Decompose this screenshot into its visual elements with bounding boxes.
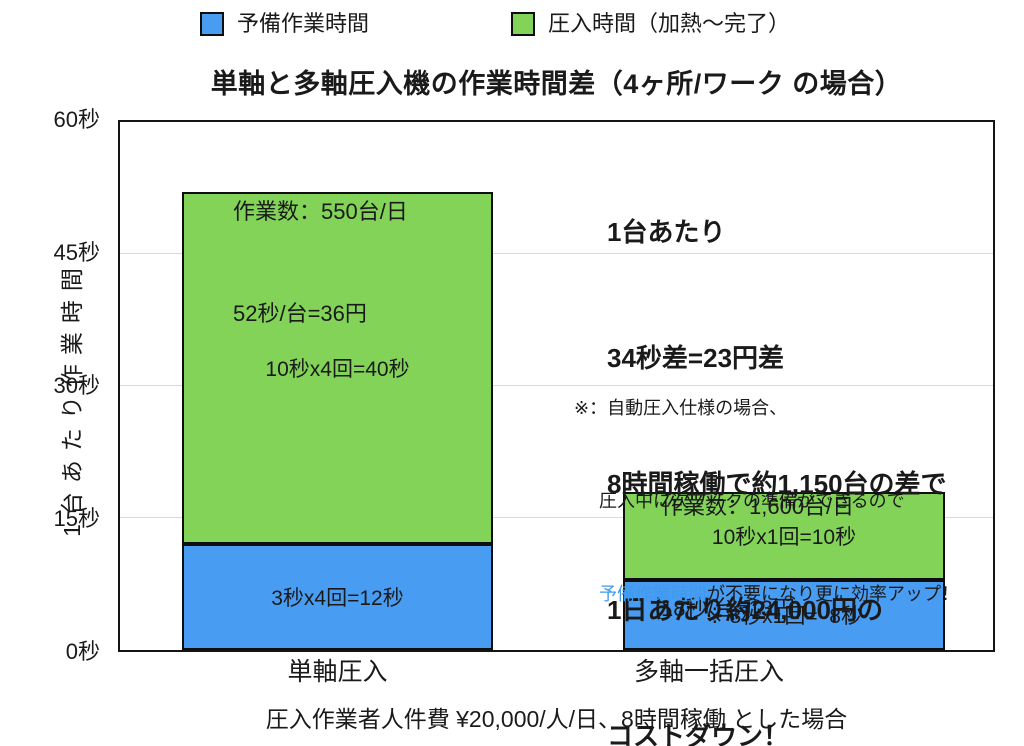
legend-label-prep-time: 予備作業時間	[237, 11, 370, 36]
note-line3: 予備作業時間が不要になり更に効率アップ！	[574, 579, 959, 610]
note-highlight-prep-time: 予備作業時間	[599, 584, 707, 604]
multi-bar-annotation-line2: 18秒/台=13円	[661, 596, 795, 621]
y-tick-45: 45秒	[53, 240, 100, 265]
callout-line1: 1台あたり	[607, 217, 726, 247]
legend-label-press-time: 圧入時間（加熱～完了）	[548, 11, 791, 36]
cost-callout: 1台あたり 34秒差=23円差 8時間稼働で約1,150台の差で 1日あたり約2…	[607, 127, 947, 746]
bar-single-press-label: 10秒x4回=40秒	[265, 358, 410, 382]
bar-multi-prep-segment: ※ 8秒x1回= 8秒	[623, 579, 945, 650]
callout-line3: 8時間稼働で約1,150台の差で	[607, 469, 947, 499]
x-label-multi-axis: 多軸一括圧入	[634, 658, 785, 686]
multi-bar-annotation-line1: 作業数：1,600台/日	[661, 494, 855, 519]
bar-multi-press-label: 10秒x1回=10秒	[711, 525, 857, 549]
legend-item-press-time: 圧入時間（加熱～完了）	[511, 10, 790, 38]
single-bar-annotation: 作業数：550台/日 52秒/台=36円	[233, 127, 408, 399]
chart-title: 単軸と多軸圧入機の作業時間差（4ヶ所/ワーク の場合）	[210, 69, 903, 99]
bar-single-axis: 10秒x4回=40秒 3秒x4回=12秒	[182, 192, 493, 650]
bar-multi-axis: 10秒x1回=10秒 ※ 8秒x1回= 8秒	[623, 491, 945, 650]
legend-swatch-green-icon	[511, 12, 535, 36]
gridline-30s	[120, 385, 993, 386]
y-tick-15: 15秒	[53, 506, 100, 531]
bar-single-prep-segment: 3秒x4回=12秒	[182, 544, 493, 650]
bar-single-prep-label: 3秒x4回=12秒	[271, 587, 404, 611]
bar-multi-press-segment: 10秒x1回=10秒	[623, 491, 945, 580]
y-tick-30: 30秒	[53, 373, 100, 398]
y-tick-0: 0秒	[65, 639, 100, 664]
single-bar-annotation-line1: 作業数：550台/日	[233, 199, 408, 224]
callout-line2: 34秒差=23円差	[607, 343, 785, 373]
callout-line4: 1日あたり約24,000円の	[607, 595, 883, 625]
auto-press-note: ※：自動圧入仕様の場合、 圧入中に次ワークの準備ができるので 予備作業時間が不要…	[574, 331, 959, 672]
single-bar-annotation-line2: 52秒/台=36円	[233, 301, 367, 326]
footer-caption: 圧入作業者人件費 ¥20,000/人/日、8時間稼働 とした場合	[265, 706, 848, 732]
note-line2: 圧入中に次ワークの準備ができるので	[599, 491, 905, 511]
legend-item-prep-time: 予備作業時間	[200, 10, 369, 38]
gridline-15s	[120, 517, 993, 518]
y-tick-60: 60秒	[53, 107, 100, 132]
note-line3-rest: が不要になり更に効率アップ！	[707, 584, 959, 604]
x-label-single-axis: 単軸圧入	[287, 658, 388, 686]
plot-area: 10秒x4回=40秒 3秒x4回=12秒 10秒x1回=10秒 ※ 8秒x1回=…	[118, 120, 995, 746]
callout-line5: コストダウン！	[607, 721, 790, 746]
bar-single-press-segment: 10秒x4回=40秒	[182, 192, 493, 545]
note-line1: ※：自動圧入仕様の場合、	[574, 398, 788, 418]
gridline-45s	[120, 253, 993, 254]
multi-bar-annotation: 作業数：1,600台/日 18秒/台=13円	[661, 422, 854, 694]
bar-multi-prep-label: ※ 8秒x1回= 8秒	[706, 604, 862, 628]
legend-swatch-blue-icon	[200, 12, 224, 36]
